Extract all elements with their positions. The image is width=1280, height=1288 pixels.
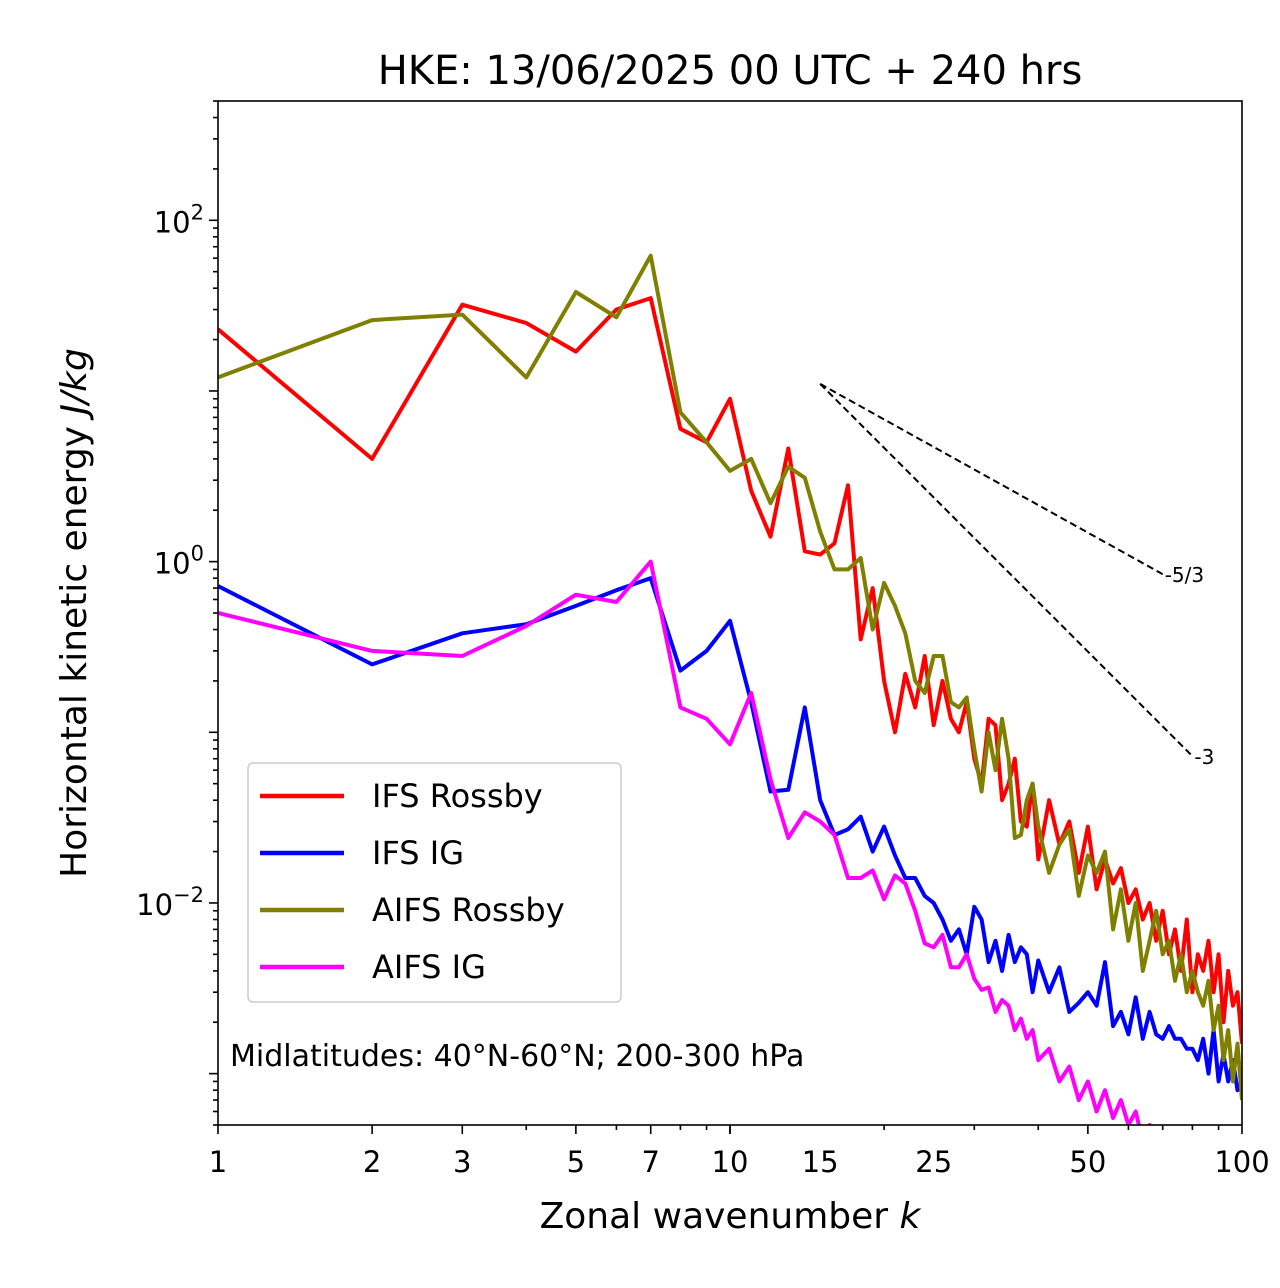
legend-label: AIFS IG xyxy=(372,948,486,986)
x-tick-label: 25 xyxy=(915,1145,952,1179)
series-line-ifs-rossby xyxy=(218,296,1242,1044)
legend-box xyxy=(247,762,622,1003)
legend: IFS Rossby IFS IG AIFS Rossby AIFS IG xyxy=(247,762,622,1003)
region-annotation: Midlatitudes: 40°N-60°N; 200-300 hPa xyxy=(230,1039,804,1074)
x-tick-label: 3 xyxy=(453,1145,471,1179)
y-axis-label-unit: J/kg xyxy=(54,348,95,420)
x-axis-label-text: Zonal wavenumber xyxy=(540,1196,900,1237)
series-line-aifs-rossby xyxy=(218,253,1242,1101)
y-tick-label: 102 xyxy=(154,200,204,239)
x-tick-label: 1 xyxy=(209,1145,227,1179)
legend-entries: IFS Rossby IFS IG AIFS Rossby AIFS IG xyxy=(260,777,565,986)
reference-slope-labels: -5/3 -3 xyxy=(1165,563,1215,769)
x-tick-label: 2 xyxy=(363,1145,381,1179)
x-axis-label-symbol: k xyxy=(900,1196,923,1237)
legend-label: AIFS Rossby xyxy=(372,891,565,929)
y-tick-label: 10−2 xyxy=(136,883,204,922)
reference-slope-label: -3 xyxy=(1194,745,1214,769)
series-line-aifs-ig xyxy=(218,559,1152,1125)
x-axis-label: Zonal wavenumber k xyxy=(540,1196,923,1237)
legend-label: IFS Rossby xyxy=(372,777,543,815)
x-ticks: 1 2 3 5 7 10 15 25 50 100 xyxy=(209,1125,1270,1179)
series-line-ifs-ig xyxy=(218,576,1242,1093)
x-tick-label: 7 xyxy=(641,1145,659,1179)
y-tick-label: 100 xyxy=(154,542,204,581)
x-tick-label: 10 xyxy=(712,1145,749,1179)
series-layer xyxy=(218,253,1242,1125)
x-tick-label: 100 xyxy=(1214,1145,1269,1179)
x-tick-label: 15 xyxy=(802,1145,839,1179)
x-tick-label: 50 xyxy=(1069,1145,1106,1179)
y-ticks: 102 100 10−2 xyxy=(136,100,218,1126)
x-tick-label: 5 xyxy=(567,1145,585,1179)
legend-label: IFS IG xyxy=(372,834,464,872)
y-axis-label-text: Horizontal kinetic energy xyxy=(54,415,95,878)
chart-title: HKE: 13/06/2025 00 UTC + 240 hrs xyxy=(378,48,1083,94)
reference-slope-label: -5/3 xyxy=(1165,563,1204,587)
y-axis-label: Horizontal kinetic energy J/kg xyxy=(54,348,95,878)
